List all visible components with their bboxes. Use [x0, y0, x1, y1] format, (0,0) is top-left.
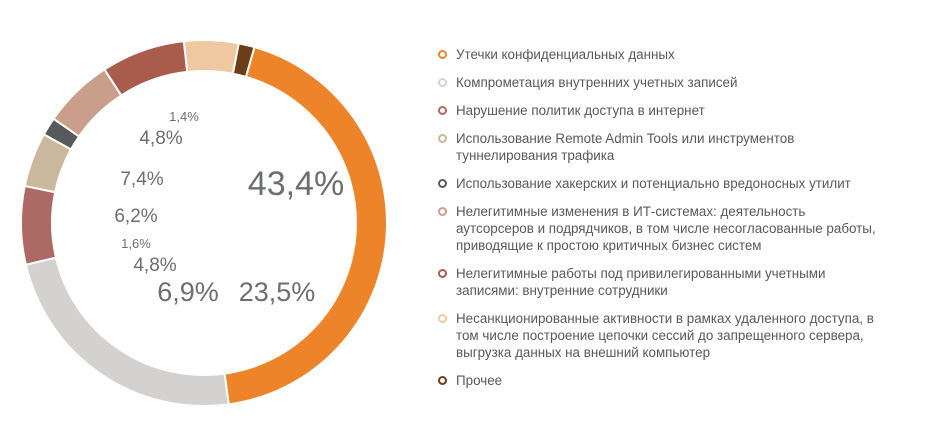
slice-value-label: 1,6% — [121, 236, 151, 251]
legend-label: аутсорсеров и подрядчиков, в том числе н… — [456, 221, 876, 236]
legend-marker-icon — [438, 376, 447, 385]
legend-marker-icon — [438, 314, 447, 323]
chart-legend: Утечки конфиденциальных данных Компромета… — [436, 46, 916, 400]
legend-marker-icon — [438, 106, 447, 115]
legend-item: Компрометация внутренних учетных записей — [436, 74, 916, 91]
slice-value-label: 6,9% — [157, 277, 219, 307]
slice-value-label: 7,4% — [120, 169, 163, 190]
legend-item: Нелегитимные работы под привилегированны… — [436, 265, 916, 299]
legend-item: Утечки конфиденциальных данных — [436, 46, 916, 63]
pie-slice — [103, 40, 189, 97]
legend-label: туннелирования трафика — [456, 148, 615, 163]
legend-label: Нелегитимные изменения в ИТ-системах: де… — [456, 204, 806, 219]
slice-value-label: 4,8% — [139, 128, 182, 149]
pie-slice — [182, 39, 240, 75]
legend-label: записями: внутренние сотрудники — [456, 283, 668, 298]
pie-slice — [20, 184, 58, 266]
legend-label: Компрометация внутренних учетных записей — [456, 75, 738, 90]
legend-label: Использование Remote Admin Tools или инс… — [456, 131, 795, 146]
legend-label: Использование хакерских и потенциально в… — [456, 176, 851, 191]
legend-label: Несанкционированные активности в рамках … — [456, 311, 874, 326]
pie-slice — [231, 42, 256, 79]
pie-slice — [223, 45, 388, 406]
legend-label: Прочее — [456, 373, 503, 388]
slice-value-label: 1,4% — [169, 109, 199, 124]
legend-marker-icon — [438, 269, 447, 278]
legend-item: Прочее — [436, 372, 916, 389]
legend-label: приводящие к простою критичных бизнес си… — [456, 238, 762, 253]
slice-value-label: 6,2% — [114, 206, 157, 227]
slice-value-label: 4,8% — [133, 255, 176, 276]
legend-marker-icon — [438, 207, 447, 216]
legend-label: выгрузка данных на внешний компьютер — [456, 345, 711, 360]
legend-marker-icon — [438, 134, 447, 143]
slice-value-label: 43,4% — [248, 165, 344, 203]
donut-slices — [20, 39, 388, 407]
donut-value-labels: 43,4%23,5%6,9%4,8%1,6%6,2%7,4%4,8%1,4% — [114, 109, 344, 307]
legend-label: Нарушение политик доступа в интернет — [456, 103, 705, 118]
legend-label: Нелегитимные работы под привилегированны… — [456, 266, 826, 281]
legend-item: Несанкционированные активности в рамках … — [436, 310, 916, 361]
legend-marker-icon — [438, 179, 447, 188]
legend-item: Использование Remote Admin Tools или инс… — [436, 130, 916, 164]
legend-marker-icon — [438, 78, 447, 87]
slice-value-label: 23,5% — [239, 277, 316, 307]
legend-label: Утечки конфиденциальных данных — [456, 47, 675, 62]
legend-label: том числе построение цепочки сессий до з… — [456, 328, 864, 343]
legend-marker-icon — [438, 50, 447, 59]
legend-item: Нелегитимные изменения в ИТ-системах: де… — [436, 203, 916, 254]
legend-item: Нарушение политик доступа в интернет — [436, 102, 916, 119]
legend-item: Использование хакерских и потенциально в… — [436, 175, 916, 192]
donut-chart: 43,4%23,5%6,9%4,8%1,6%6,2%7,4%4,8%1,4% — [20, 39, 388, 407]
